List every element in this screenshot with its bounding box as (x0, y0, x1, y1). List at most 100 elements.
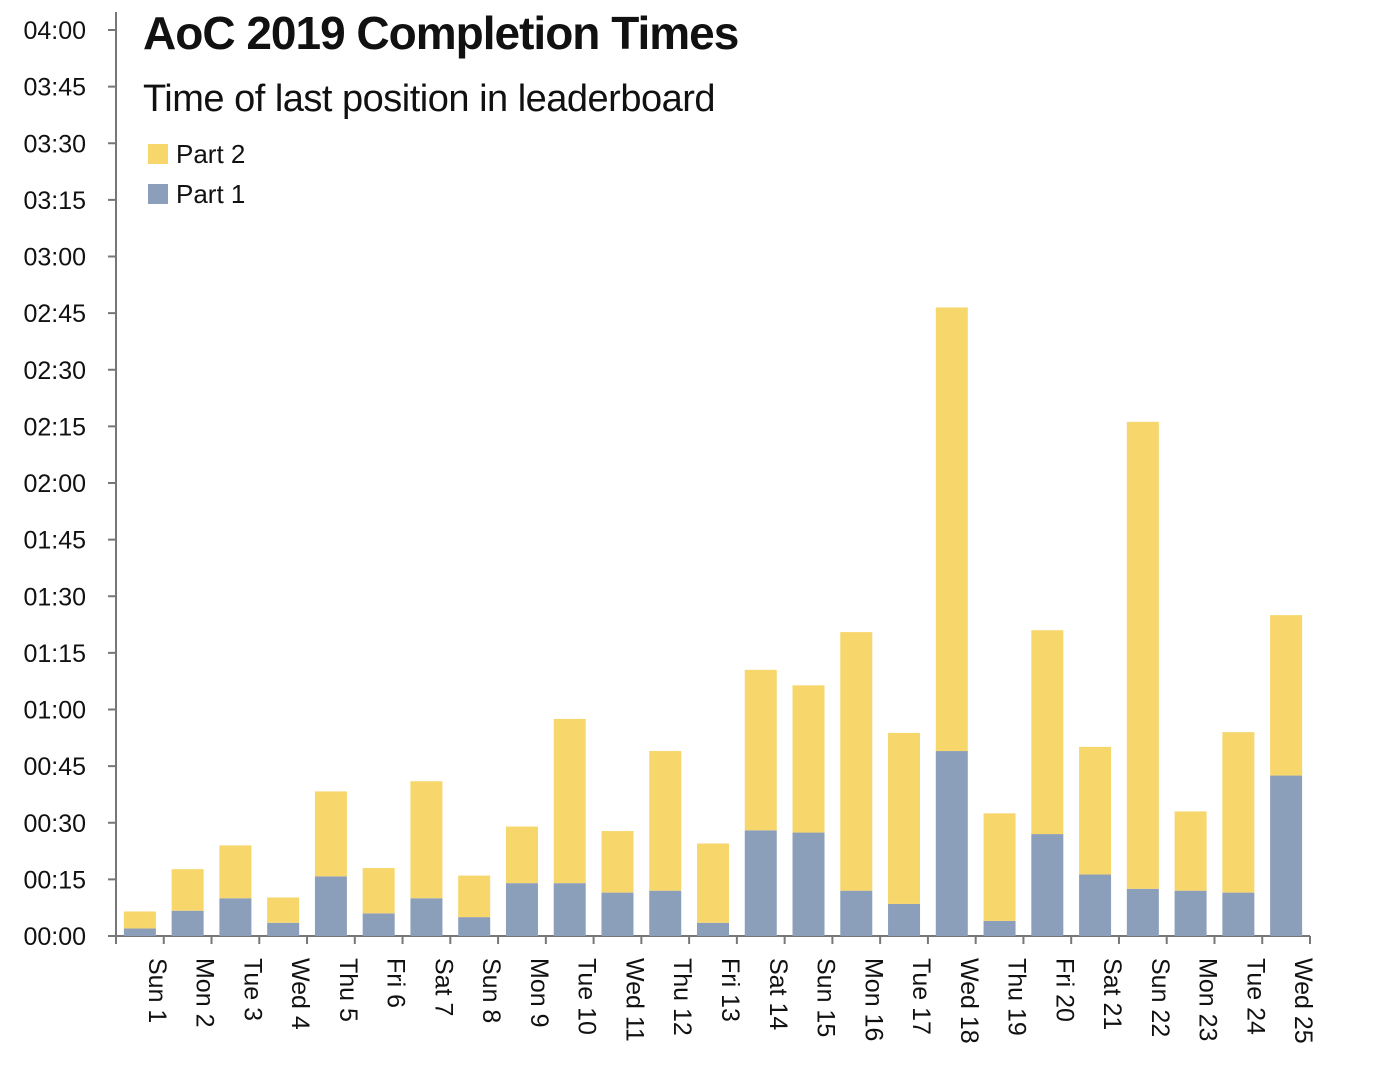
legend: Part 2 Part 1 (148, 134, 245, 214)
x-tick-label: Fri 13 (716, 958, 744, 1022)
bar-part-2-19 (983, 813, 1016, 921)
bar-part-1-19 (983, 920, 1016, 936)
bar-part-2-23 (1174, 811, 1207, 891)
y-tick-label: 03:30 (23, 130, 86, 158)
bar-part-2-9 (505, 826, 538, 884)
bar-part-1-24 (1222, 892, 1255, 936)
y-tick-label: 01:30 (23, 583, 86, 611)
y-tick-label: 03:00 (23, 244, 86, 272)
y-tick-label: 03:45 (23, 74, 86, 102)
y-tick-label: 01:45 (23, 527, 86, 555)
bar-part-2-14 (744, 669, 777, 831)
x-tick-label: Sun 1 (143, 958, 171, 1023)
x-tick-label: Wed 4 (286, 958, 314, 1030)
y-tick-label: 02:30 (23, 357, 86, 385)
bar-part-1-8 (458, 917, 491, 936)
bar-part-1-13 (697, 922, 729, 936)
bar-part-2-21 (1079, 746, 1112, 875)
x-tick-label: Sat 7 (429, 958, 457, 1016)
bar-part-2-22 (1126, 421, 1159, 889)
bar-part-1-10 (553, 883, 586, 936)
y-tick-label: 01:00 (23, 697, 86, 725)
x-tick-label: Fri 20 (1050, 958, 1078, 1022)
y-tick-label: 00:15 (23, 866, 86, 894)
legend-label-part-2: Part 2 (176, 138, 246, 169)
x-tick-label: Sun 8 (477, 958, 505, 1023)
bar-part-1-7 (410, 898, 443, 936)
x-tick-label: Thu 12 (668, 958, 696, 1036)
bar-part-2-16 (840, 632, 873, 891)
bar-part-2-12 (649, 751, 682, 891)
bar-part-2-4 (267, 897, 300, 923)
bar-part-1-9 (505, 883, 538, 936)
x-tick-label: Sun 22 (1146, 958, 1174, 1037)
bar-part-2-13 (697, 843, 729, 923)
bar-part-2-11 (601, 831, 634, 893)
bar-part-2-17 (888, 732, 921, 904)
bar-part-1-12 (649, 890, 682, 936)
x-tick-label: Fri 6 (382, 958, 410, 1008)
chart-subtitle: Time of last position in leaderboard (143, 78, 716, 120)
bar-part-1-5 (314, 876, 347, 936)
y-tick-label: 02:45 (23, 300, 86, 328)
bar-part-2-1 (123, 911, 156, 929)
bar-part-1-16 (840, 890, 873, 936)
bar-part-2-15 (792, 685, 825, 833)
y-tick-label: 02:15 (23, 413, 86, 441)
bar-part-2-24 (1222, 732, 1255, 893)
bar-part-1-4 (267, 922, 300, 936)
x-tick-label: Mon 16 (859, 958, 887, 1041)
bar-part-1-2 (171, 910, 204, 936)
y-tick-label: 00:30 (23, 810, 86, 838)
legend-label-part-1: Part 1 (176, 178, 246, 209)
x-tick-label: Tue 3 (238, 958, 266, 1021)
legend-item-part-1: Part 1 (148, 174, 245, 214)
x-tick-label: Thu 5 (334, 958, 362, 1022)
bar-part-1-20 (1031, 834, 1064, 936)
x-tick-label: Tue 24 (1241, 958, 1269, 1035)
x-tick-label: Sun 15 (812, 958, 840, 1037)
x-tick-label: Sat 14 (764, 958, 792, 1030)
bar-part-2-20 (1031, 630, 1064, 835)
x-tick-label: Tue 17 (907, 958, 935, 1035)
x-tick-label: Mon 9 (525, 958, 553, 1027)
x-tick-label: Wed 11 (620, 958, 648, 1042)
legend-item-part-2: Part 2 (148, 134, 245, 174)
x-tick-label: Sat 21 (1098, 958, 1126, 1030)
legend-swatch-part-1 (148, 184, 168, 204)
bar-part-1-14 (744, 830, 777, 936)
x-tick-label: Wed 25 (1289, 958, 1317, 1044)
bar-part-2-25 (1270, 615, 1303, 776)
bar-part-2-8 (458, 875, 491, 918)
bar-part-1-6 (362, 913, 395, 936)
bar-part-1-23 (1174, 890, 1207, 936)
x-tick-label: Mon 23 (1194, 958, 1222, 1041)
bar-part-1-21 (1079, 874, 1112, 936)
chart-title: AoC 2019 Completion Times (143, 7, 739, 59)
bar-part-1-1 (123, 928, 156, 936)
bar-part-2-7 (410, 781, 443, 899)
bar-part-1-22 (1126, 888, 1159, 936)
x-tick-label: Wed 18 (955, 958, 983, 1044)
legend-swatch-part-2 (148, 144, 168, 164)
bar-part-2-6 (362, 868, 395, 914)
y-tick-label: 00:00 (23, 923, 86, 951)
x-tick-label: Thu 19 (1003, 958, 1031, 1036)
y-tick-label: 00:45 (23, 753, 86, 781)
x-tick-label: Mon 2 (191, 958, 219, 1027)
bar-part-2-18 (935, 307, 968, 752)
bar-part-2-2 (171, 869, 204, 911)
bar-part-1-11 (601, 892, 634, 936)
y-tick-label: 02:00 (23, 470, 86, 498)
x-tick-label: Tue 10 (573, 958, 601, 1035)
bar-part-2-10 (553, 718, 586, 884)
bar-part-2-3 (219, 845, 252, 899)
bar-part-1-18 (935, 751, 968, 936)
y-tick-label: 04:00 (23, 17, 86, 45)
bar-part-1-17 (888, 903, 921, 936)
bar-part-2-5 (314, 791, 347, 877)
bar-part-1-15 (792, 832, 825, 936)
bar-part-1-3 (219, 898, 252, 936)
